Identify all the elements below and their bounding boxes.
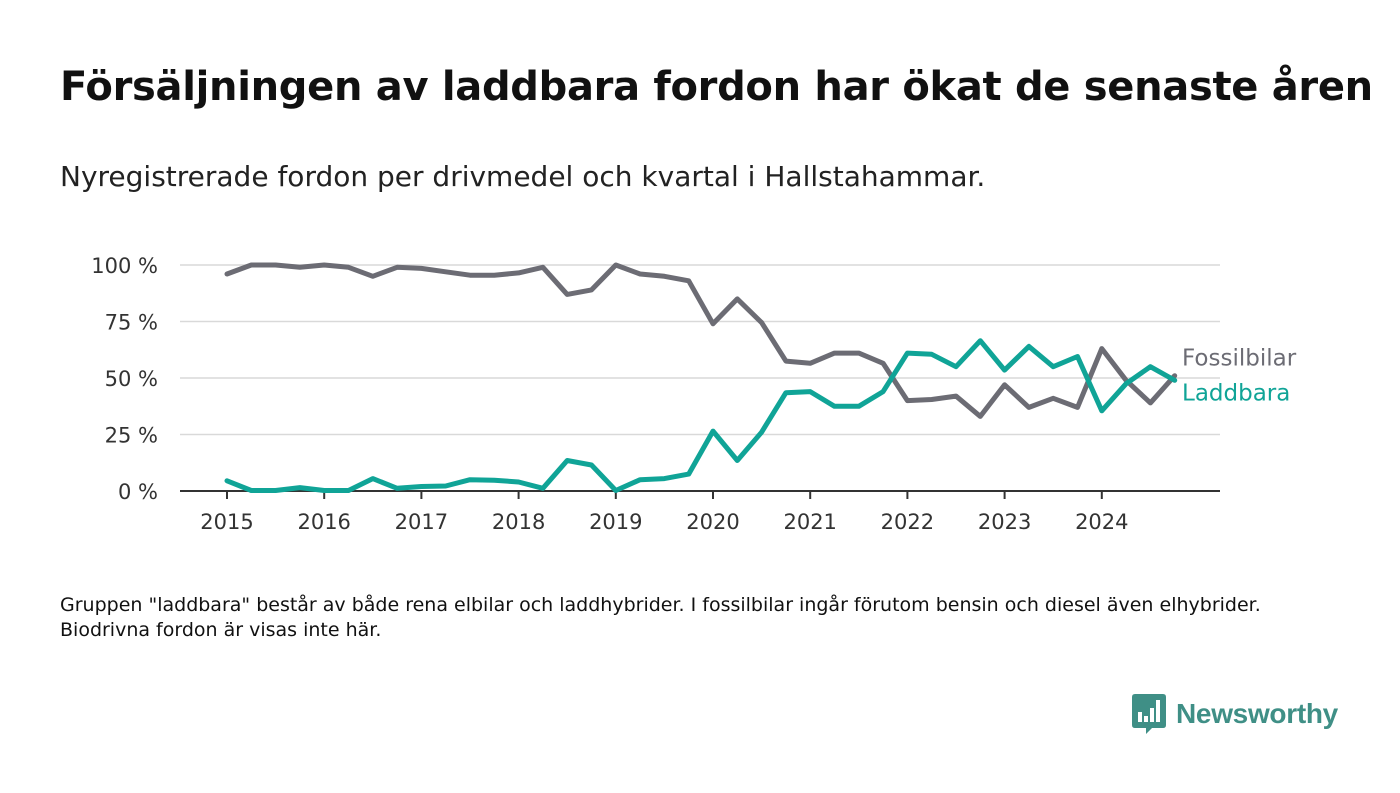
x-tick-label: 2017 [395,510,448,534]
y-tick-label: 0 % [118,480,158,504]
series-line-fossilbilar [224,262,1178,419]
x-tick-label: 2018 [492,510,545,534]
x-tick-label: 2016 [297,510,350,534]
chart-subtitle: Nyregistrerade fordon per drivmedel och … [60,160,986,193]
x-tick-label: 2020 [686,510,739,534]
series-line-laddbara [224,338,1178,493]
x-tick-label: 2021 [783,510,836,534]
x-tick-label: 2022 [881,510,934,534]
line-chart: 0 % 25 % 50 % 75 % 100 % 2015 2016 2017 2018 2019… [91,254,1297,534]
series-label-laddbara: Laddbara [1182,380,1290,406]
x-tick-label: 2023 [978,510,1031,534]
newsworthy-logo: Newsworthy [1132,692,1338,736]
bar-chart-speech-bubble-icon [1132,694,1166,734]
y-tick-label: 75 % [105,311,158,335]
x-tick-label: 2019 [589,510,642,534]
y-tick-label: 25 % [105,424,158,448]
x-tick-label: 2024 [1075,510,1128,534]
y-tick-label: 50 % [105,367,158,391]
brand-name: Newsworthy [1176,698,1338,729]
x-tick-label: 2015 [200,510,253,534]
chart-title: Försäljningen av laddbara fordon har öka… [60,64,1373,110]
footnote: Gruppen "laddbara" består av både rena e… [60,594,1261,641]
y-tick-label: 100 % [91,254,158,278]
series-label-fossilbilar: Fossilbilar [1182,346,1297,372]
